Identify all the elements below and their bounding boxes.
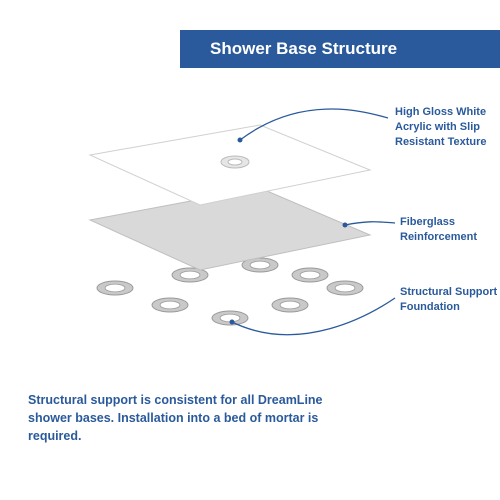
- label-foundation: Structural Support Foundation: [400, 285, 497, 315]
- page-title: Shower Base Structure: [210, 39, 397, 59]
- footnote-text: Structural support is consistent for all…: [28, 391, 358, 445]
- label-top-layer: High Gloss White Acrylic with Slip Resis…: [395, 105, 487, 150]
- label-mid-layer: Fiberglass Reinforcement: [400, 215, 477, 245]
- title-bar: Shower Base Structure: [180, 30, 500, 68]
